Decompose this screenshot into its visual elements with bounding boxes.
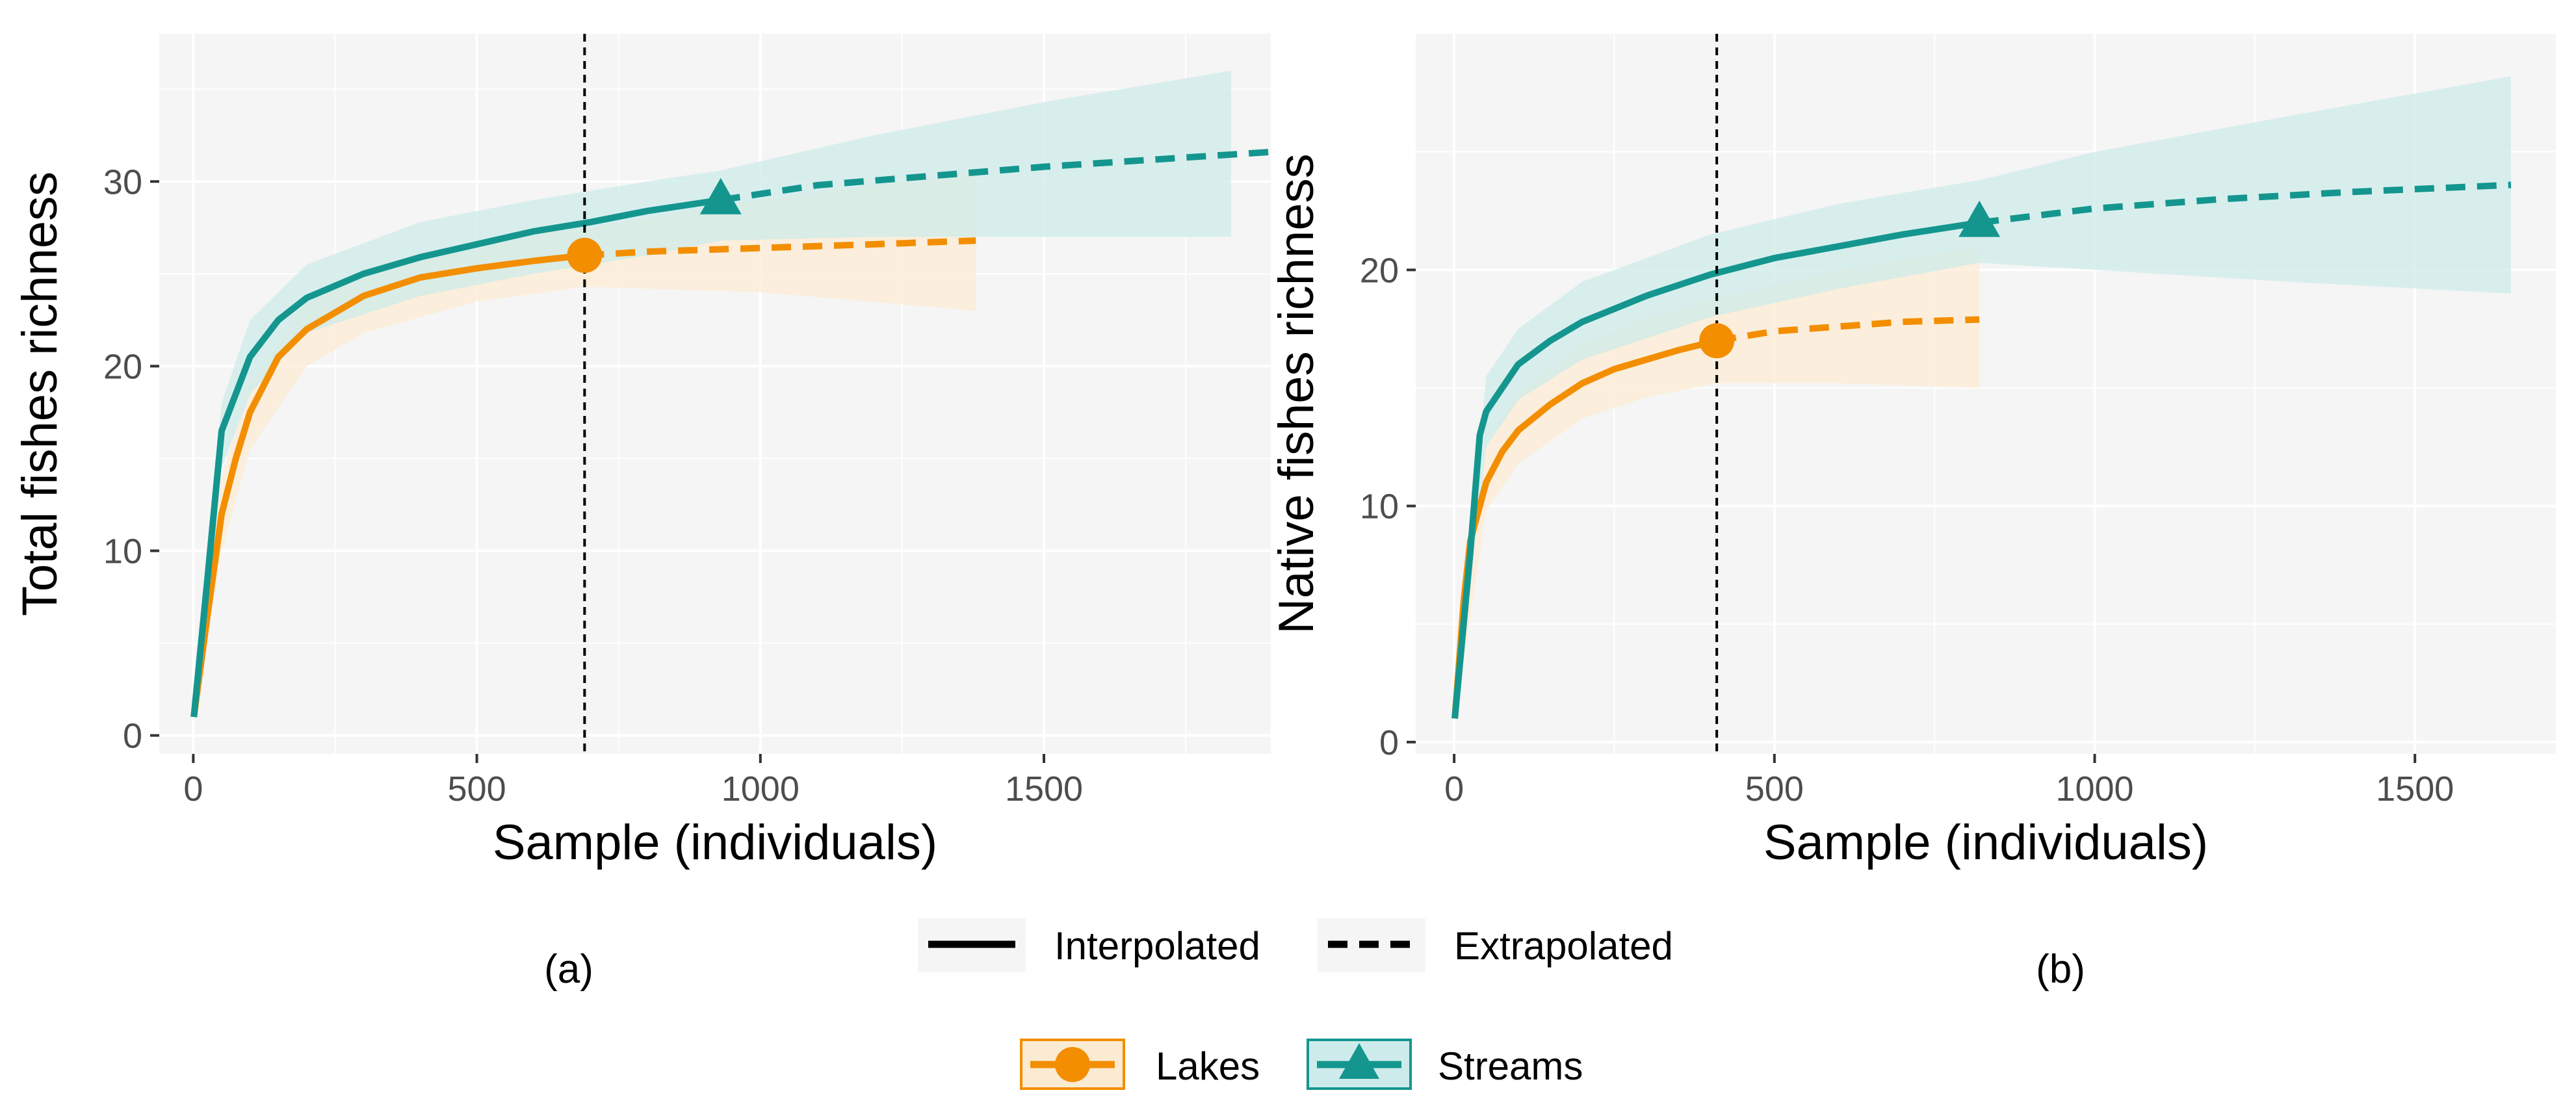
legend-groups: Lakes Streams (1020, 1039, 1583, 1090)
legend-streams-label: Streams (1438, 1044, 1583, 1088)
streams-interpolated-line (190, 196, 722, 718)
x-tick-label: 500 (1745, 769, 1804, 808)
legend-lakes-label: Lakes (1156, 1044, 1260, 1088)
x-tick-label: 1000 (2055, 769, 2133, 808)
y-tick-label: 20 (103, 347, 142, 386)
x-tick-label: 1500 (2376, 769, 2454, 808)
y-tick-label: 10 (1360, 487, 1399, 526)
x-tick-label: 1000 (722, 769, 800, 808)
x-tick-label: 0 (183, 769, 203, 808)
lakes-interpolated-line (190, 252, 585, 718)
streams-extrapolated-line (720, 148, 1271, 203)
streams-extrapolated-line (1979, 181, 2512, 226)
x-axis-title: Sample (individuals) (1763, 815, 2208, 870)
legend-extrapolated-label: Extrapolated (1454, 924, 1673, 968)
streams-observed-point (1958, 200, 2001, 237)
y-tick-label: 30 (103, 162, 142, 201)
panel-b-label: (b) (2036, 947, 2085, 992)
x-axis-title: Sample (individuals) (493, 815, 937, 870)
x-tick-label: 0 (1444, 769, 1464, 808)
legend-interpolated-label: Interpolated (1054, 924, 1260, 968)
legend-line-types: Interpolated Extrapolated (918, 918, 1673, 972)
streams-confidence-band (194, 70, 1231, 718)
streams-confidence-band (1455, 76, 2511, 719)
panel-b-chart: 0 500 1000 1500 0 10 20 Sample (individuals) Nat… (1269, 34, 2556, 870)
panel-a-chart: 0 500 1000 1500 0 10 20 30 Sample (individuals) T… (12, 34, 1271, 870)
lakes-extrapolated-line (584, 237, 976, 259)
lakes-observed-point (1699, 323, 1735, 359)
legend-lakes-circle-icon (1055, 1047, 1090, 1082)
lakes-confidence-band (1455, 246, 1980, 719)
y-axis-title: Total fishes richness (12, 172, 68, 616)
streams-observed-point (699, 177, 742, 214)
legend-streams-triangle-icon (1339, 1043, 1379, 1079)
y-tick-label: 20 (1360, 251, 1399, 290)
y-tick-label: 0 (123, 717, 142, 756)
streams-interpolated-line (1451, 219, 1980, 719)
y-tick-label: 10 (103, 532, 142, 571)
y-axis-title: Native fishes richness (1269, 153, 1324, 634)
x-tick-label: 500 (448, 769, 506, 808)
panel-a-label: (a) (544, 947, 593, 992)
lakes-observed-point (567, 237, 603, 273)
y-tick-label: 0 (1379, 723, 1399, 762)
lakes-extrapolated-line (1716, 316, 1980, 344)
x-tick-label: 1500 (1005, 769, 1083, 808)
lakes-confidence-band (194, 172, 976, 718)
